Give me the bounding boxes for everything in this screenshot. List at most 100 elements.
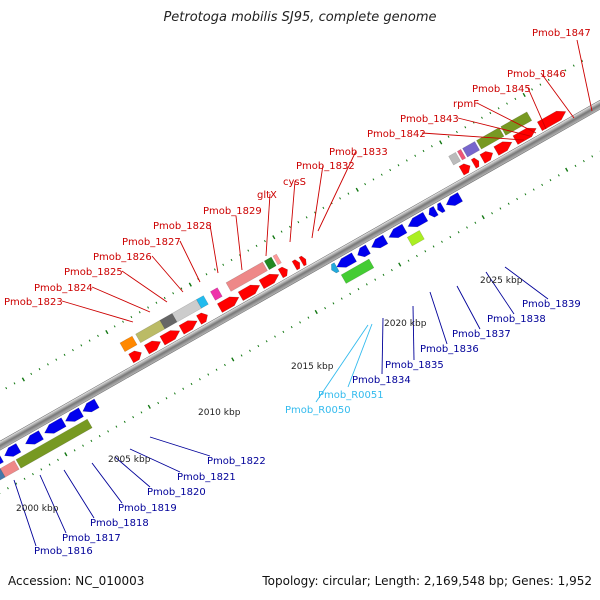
reverse-gene-arrow [44, 417, 67, 434]
scale-tick [107, 430, 109, 433]
reverse-gene-arrow [357, 244, 371, 258]
scale-tick [365, 283, 368, 286]
scale-tick [113, 325, 116, 328]
label-cyss: cysS [283, 177, 306, 188]
scale-tick [282, 330, 285, 333]
scale-tick [48, 463, 51, 466]
scale-tick [140, 411, 143, 414]
label-leader-line [576, 39, 593, 112]
accession-text: Accession: NC_010003 [8, 574, 145, 588]
scale-tick [82, 444, 84, 447]
reverse-gene-arrow [428, 206, 439, 218]
scale-tick [240, 354, 243, 357]
label-leader-line [476, 102, 537, 134]
scale-tick [506, 102, 508, 105]
forward-gene-arrow [479, 151, 494, 164]
reverse-feature-box [0, 460, 20, 478]
label-pmob-1839: Pmob_1839 [522, 299, 581, 310]
scale-tick [556, 73, 559, 77]
forward-gene-arrow [512, 127, 537, 145]
scale-tick [474, 221, 477, 224]
scale-tick [441, 240, 443, 243]
scale-tick [30, 372, 33, 375]
scale-tick [339, 197, 341, 200]
scale-tick [347, 192, 350, 195]
label-pmob-1825: Pmob_1825 [64, 267, 123, 278]
label-pmob-1847: Pmob_1847 [532, 28, 591, 39]
scale-tick [397, 164, 400, 167]
label-pmob-1834: Pmob_1834 [352, 375, 411, 386]
forward-feature-box [171, 299, 202, 323]
forward-feature-box [135, 319, 166, 344]
reverse-feature-box [15, 418, 93, 469]
scale-tick [307, 316, 310, 319]
label-leader-line [209, 224, 219, 274]
label-pmob-1837: Pmob_1837 [452, 329, 511, 340]
scale-tick [173, 392, 176, 395]
scale-tick [40, 468, 43, 471]
reverse-gene-arrow [437, 202, 446, 214]
scale-tick [38, 367, 41, 371]
scale-tick [147, 306, 150, 309]
scale-tick [481, 215, 485, 220]
label-pmob-1827: Pmob_1827 [122, 237, 181, 248]
scale-tick [455, 130, 458, 134]
label-leader-line [381, 317, 384, 375]
scale-tick [582, 159, 585, 163]
scale-tick [407, 259, 410, 262]
scale-tick [449, 235, 452, 239]
scale-tick [499, 207, 502, 210]
label-leader-line [429, 291, 448, 345]
scale-tick [215, 368, 218, 371]
scale-tick [73, 449, 76, 452]
scale-tick [349, 292, 352, 296]
reverse-feature-box [406, 230, 425, 247]
reverse-gene-arrow [82, 398, 100, 413]
scale-tick [405, 159, 408, 162]
forward-gene-arrow [143, 340, 162, 355]
scale-tick [163, 296, 166, 300]
scale-tick [264, 239, 266, 243]
scale-tick [491, 212, 493, 215]
label-leader-line [412, 305, 415, 361]
forward-feature-box [119, 335, 138, 353]
label-leader-line [311, 164, 324, 239]
label-leader-line [265, 193, 271, 257]
scale-tick [489, 111, 492, 115]
scale-tick [297, 220, 300, 224]
label-pmob-1821: Pmob_1821 [177, 472, 236, 483]
label-leader-line [540, 72, 575, 119]
forward-feature-box [210, 287, 223, 301]
scale-label-2010: 2010 kbp [198, 408, 241, 418]
reverse-gene-arrow [4, 443, 22, 457]
label-leader-line [235, 215, 243, 271]
scale-tick [32, 472, 34, 476]
label-leader-line [457, 117, 531, 137]
scale-tick [72, 349, 74, 352]
forward-gene-arrow [196, 312, 208, 325]
forward-feature-box [225, 261, 268, 292]
scale-tick [516, 197, 519, 201]
genome-summary-text: Topology: circular; Length: 2,169,548 bp… [262, 574, 592, 588]
forward-feature-box [500, 111, 533, 136]
scale-label-2020: 2020 kbp [384, 319, 427, 329]
label-leader-line [63, 469, 95, 519]
scale-tick [390, 269, 393, 272]
scale-tick [88, 339, 91, 342]
forward-gene-arrow [216, 296, 240, 313]
scale-tick [466, 226, 468, 229]
forward-gene-arrow [277, 266, 288, 279]
label-pmob-1832: Pmob_1832 [296, 161, 355, 172]
forward-feature-box [272, 253, 282, 266]
scale-tick [430, 145, 433, 148]
scale-tick [439, 140, 443, 145]
scale-tick [55, 358, 58, 361]
label-pmob-1828: Pmob_1828 [153, 221, 212, 232]
scale-tick [224, 363, 226, 367]
scale-tick [289, 225, 291, 228]
scale-tick [265, 340, 268, 343]
scale-tick [414, 154, 417, 157]
scale-tick [314, 309, 318, 315]
scale-tick [57, 458, 59, 461]
label-gltx: gltX [257, 190, 277, 201]
